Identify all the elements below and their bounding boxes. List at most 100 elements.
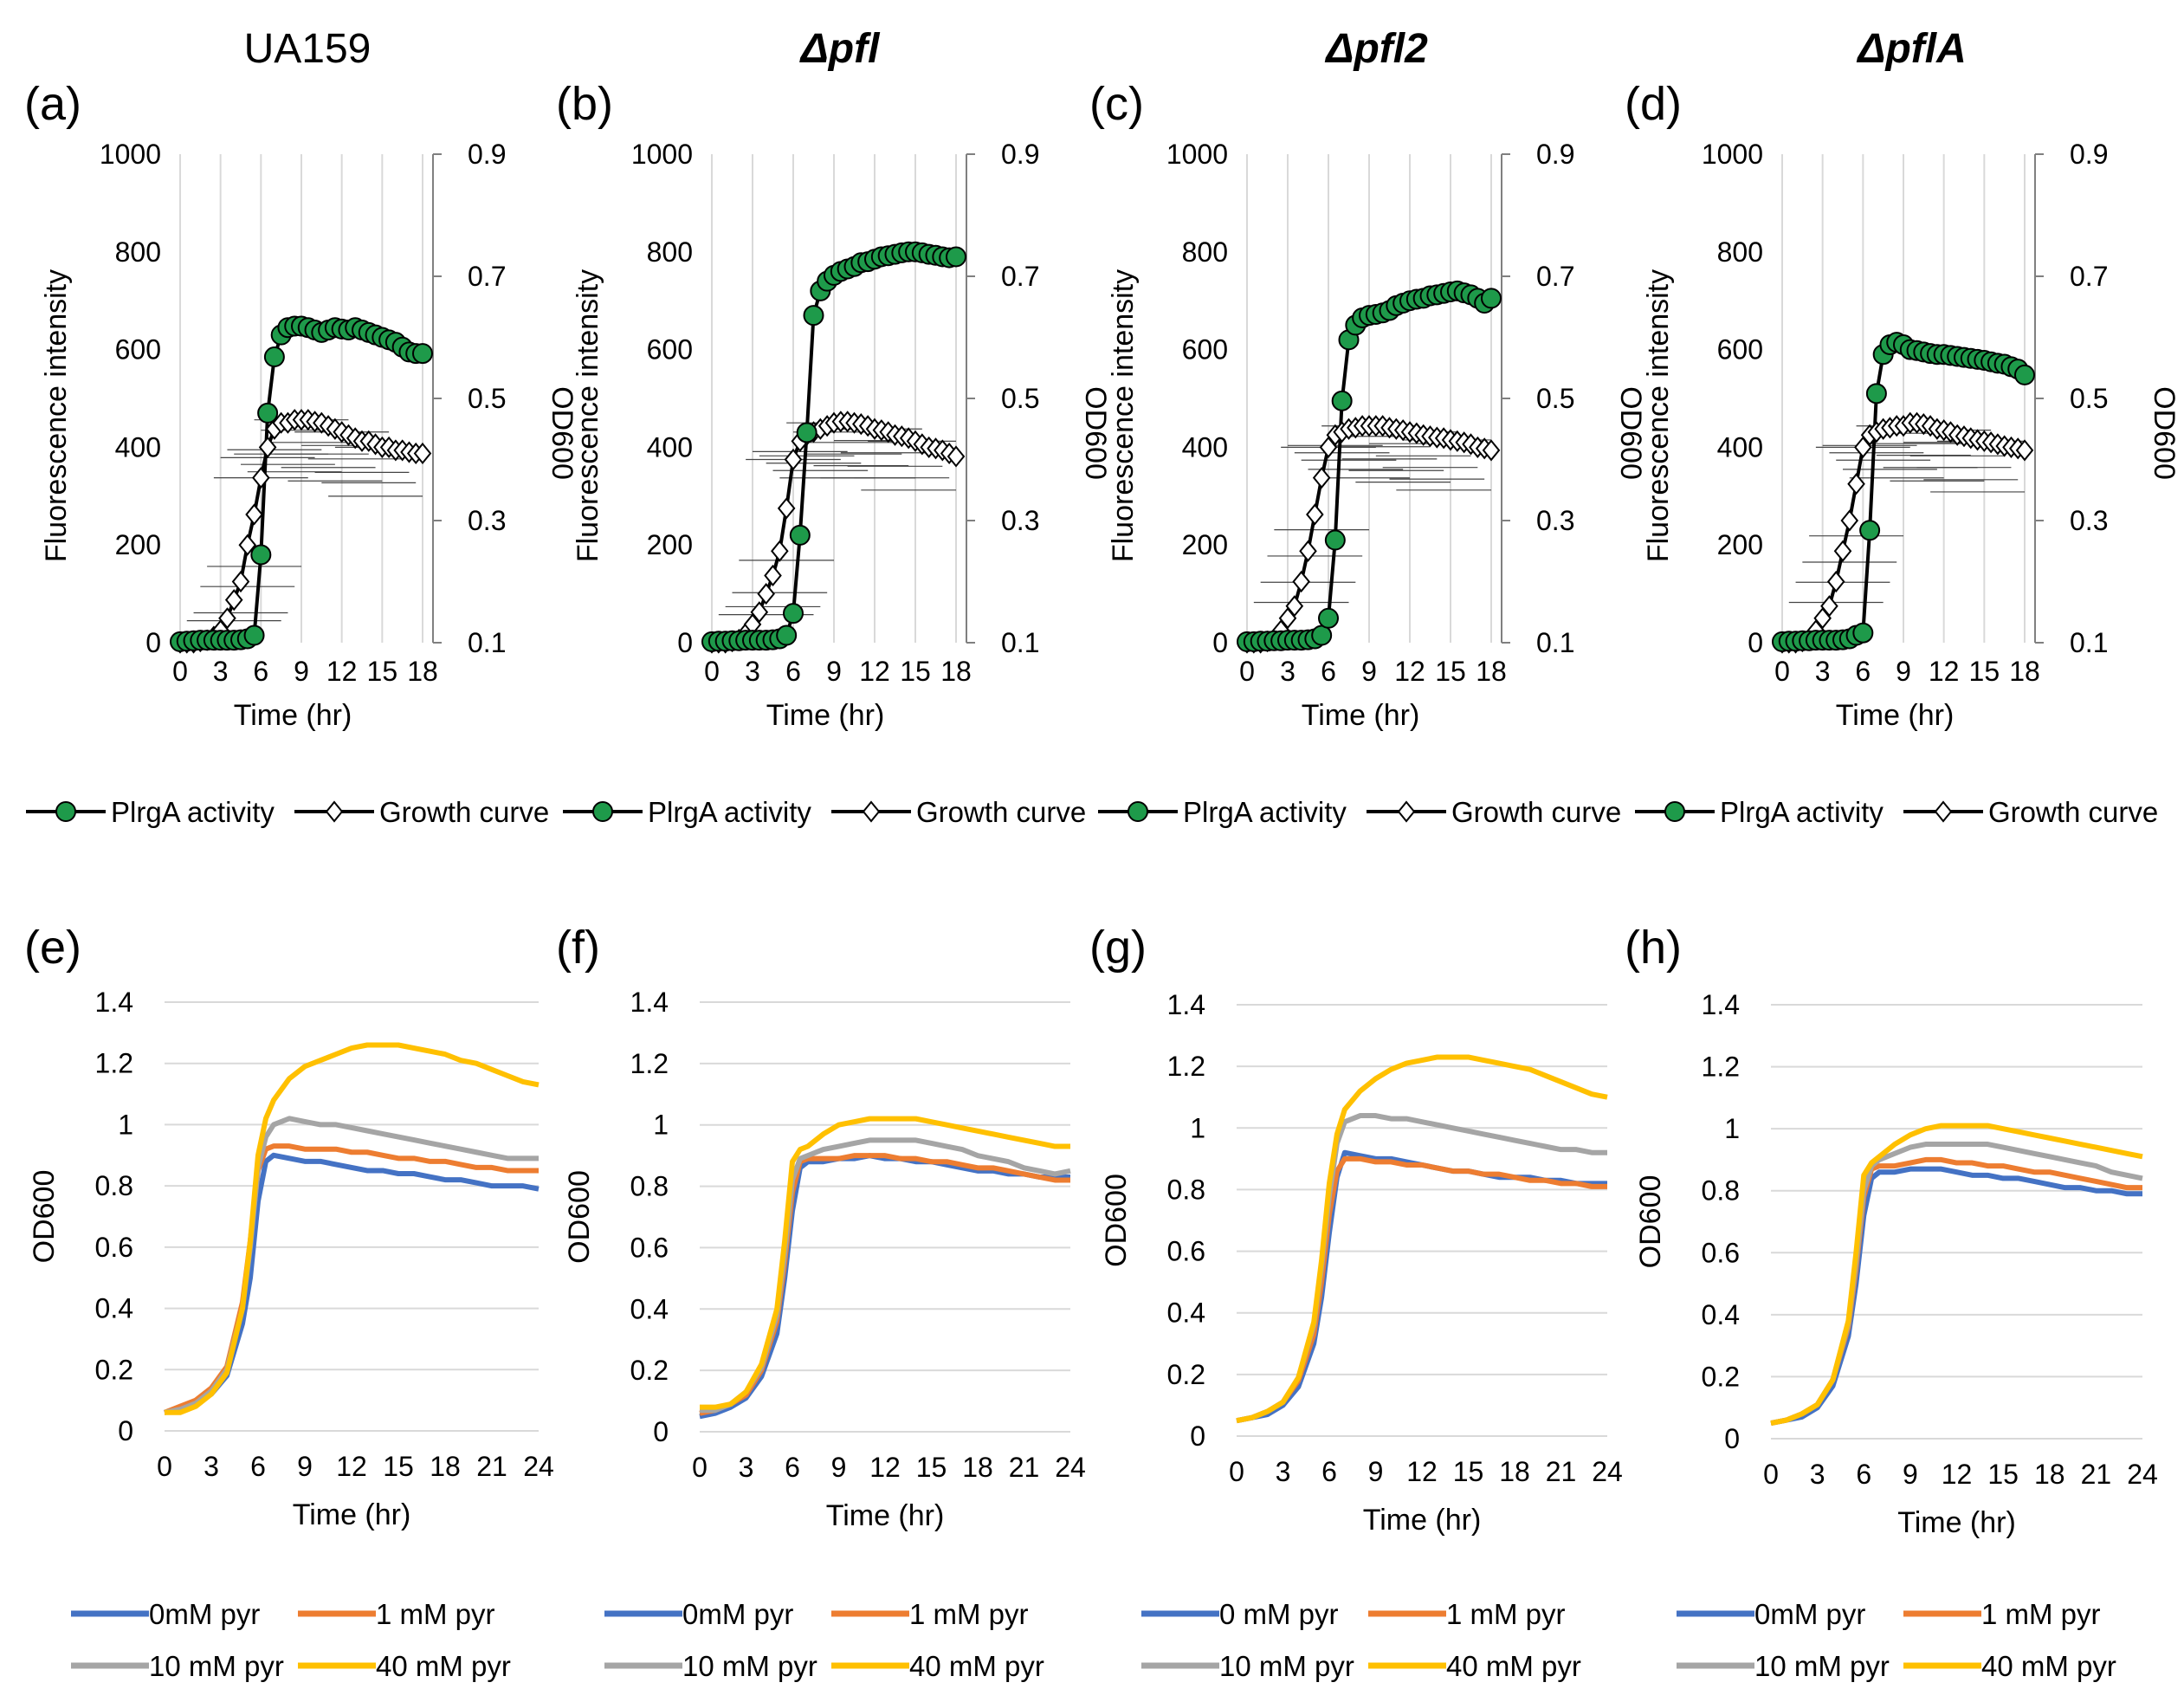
ytick-label: 0 <box>118 1415 133 1446</box>
ytick-label: 600 <box>1182 334 1228 366</box>
legend-plrga-label: PlrgA activity <box>1720 796 1884 828</box>
growth-point <box>245 503 263 526</box>
growth-point <box>1306 503 1324 526</box>
xtick-label: 3 <box>204 1451 219 1482</box>
series-line-2 <box>1770 1142 2143 1427</box>
growth-point <box>252 467 270 489</box>
series-line-1 <box>1770 1156 2142 1427</box>
y2tick-label: 0.7 <box>1001 261 1039 292</box>
xtick-label: 3 <box>213 656 229 687</box>
xtick-label: 3 <box>739 1452 754 1483</box>
series-line-3 <box>165 1042 540 1415</box>
plrga-point <box>243 624 265 646</box>
xaxis-title: Time (hr) <box>1897 1506 2016 1539</box>
xtick-label: 12 <box>1942 1459 1973 1490</box>
legend-label: 0mM pyr <box>1754 1598 1865 1630</box>
xtick-label: 18 <box>407 656 438 687</box>
legend-growth-label: Growth curve <box>1451 796 1621 828</box>
ytick-label: 800 <box>1182 236 1228 268</box>
xtick-label: 12 <box>326 656 358 687</box>
ytick-label: 0.2 <box>1702 1361 1740 1392</box>
ytick-label: 1.4 <box>630 987 669 1018</box>
y2tick-label: 0.9 <box>1001 139 1039 170</box>
xtick-label: 9 <box>831 1452 847 1483</box>
legend-growth-marker <box>862 800 881 823</box>
legend-top-group <box>563 800 911 823</box>
panel-label: (b) <box>556 78 613 130</box>
xtick-label: 18 <box>2034 1459 2065 1490</box>
growth-point <box>258 436 277 458</box>
plrga-point <box>1481 288 1502 309</box>
y2tick-label: 0.5 <box>1536 383 1574 414</box>
xtick-label: 12 <box>869 1452 901 1483</box>
y2tick-label: 0.7 <box>2070 261 2108 292</box>
xtick-label: 15 <box>1987 1459 2019 1490</box>
ytick-label: 400 <box>1182 431 1228 463</box>
ytick-label: 0.8 <box>1702 1175 1740 1207</box>
xtick-label: 6 <box>1855 656 1871 687</box>
y2axis-title: OD600 <box>546 386 578 480</box>
xaxis-title: Time (hr) <box>1302 699 1420 732</box>
xtick-label: 18 <box>940 656 972 687</box>
legend-plrga-marker <box>592 801 613 822</box>
xtick-label: 3 <box>1276 1456 1291 1487</box>
ytick-label: 0.6 <box>1167 1236 1205 1267</box>
xtick-label: 15 <box>383 1451 414 1482</box>
yaxis-title: OD600 <box>563 1170 596 1264</box>
strain-title: Δpfl2 <box>1324 26 1428 72</box>
ytick-label: 0 <box>1212 627 1228 658</box>
y2tick-label: 0.3 <box>468 505 506 536</box>
yaxis-title: Fluorescence intensity <box>40 269 73 562</box>
growth-point <box>764 564 782 587</box>
y2tick-label: 0.7 <box>468 261 506 292</box>
panel-label: (h) <box>1625 922 1682 974</box>
xtick-label: 6 <box>1321 656 1336 687</box>
legend-growth-marker <box>1397 800 1416 823</box>
plrga-point <box>1865 383 1887 404</box>
xtick-label: 9 <box>294 656 309 687</box>
legend-growth-marker <box>325 800 344 823</box>
y2tick-label: 0.3 <box>1001 505 1039 536</box>
ytick-label: 0.2 <box>95 1354 133 1385</box>
ytick-label: 0 <box>1190 1420 1205 1452</box>
plrga-point <box>1852 622 1874 644</box>
growth-point <box>413 442 432 465</box>
growth-point <box>1278 607 1297 630</box>
legend-label: 10 mM pyr <box>682 1650 817 1682</box>
ytick-label: 1.2 <box>1702 1052 1740 1083</box>
xaxis-title: Time (hr) <box>293 1498 411 1531</box>
ytick-label: 0.2 <box>1167 1359 1205 1390</box>
xtick-label: 6 <box>1321 1456 1337 1487</box>
yaxis-title: Fluorescence intensity <box>572 269 604 562</box>
ytick-label: 0 <box>653 1416 669 1447</box>
plrga-point <box>1318 607 1339 629</box>
xtick-label: 3 <box>1280 656 1296 687</box>
xtick-label: 24 <box>1055 1452 1086 1483</box>
xtick-label: 0 <box>1239 656 1255 687</box>
plrga-point <box>789 524 811 546</box>
y2tick-label: 0.5 <box>1001 383 1039 414</box>
xaxis-title: Time (hr) <box>766 699 885 732</box>
xtick-label: 0 <box>1763 1459 1779 1490</box>
growth-point <box>757 583 775 605</box>
legend-label: 40 mM pyr <box>1446 1650 1581 1682</box>
ytick-label: 1000 <box>1166 139 1228 170</box>
chart-panel-7 <box>1677 1004 2143 1669</box>
plrga-point <box>1311 624 1333 646</box>
panel-label: (a) <box>24 78 81 130</box>
y2tick-label: 0.9 <box>1536 139 1574 170</box>
ytick-label: 600 <box>1717 334 1763 366</box>
xtick-label: 0 <box>157 1451 172 1482</box>
ytick-label: 0.8 <box>630 1171 669 1202</box>
xtick-label: 12 <box>1929 656 1960 687</box>
legend-label: 0mM pyr <box>682 1598 793 1630</box>
panel-label: (c) <box>1089 78 1144 130</box>
growth-point <box>231 570 250 593</box>
ytick-label: 0.6 <box>95 1232 133 1263</box>
y2tick-label: 0.5 <box>468 383 506 414</box>
growth-point <box>1319 436 1338 458</box>
plrga-point <box>1859 520 1881 541</box>
legend-label: 1 mM pyr <box>1446 1598 1566 1630</box>
xtick-label: 9 <box>826 656 842 687</box>
xtick-label: 24 <box>2127 1459 2158 1490</box>
